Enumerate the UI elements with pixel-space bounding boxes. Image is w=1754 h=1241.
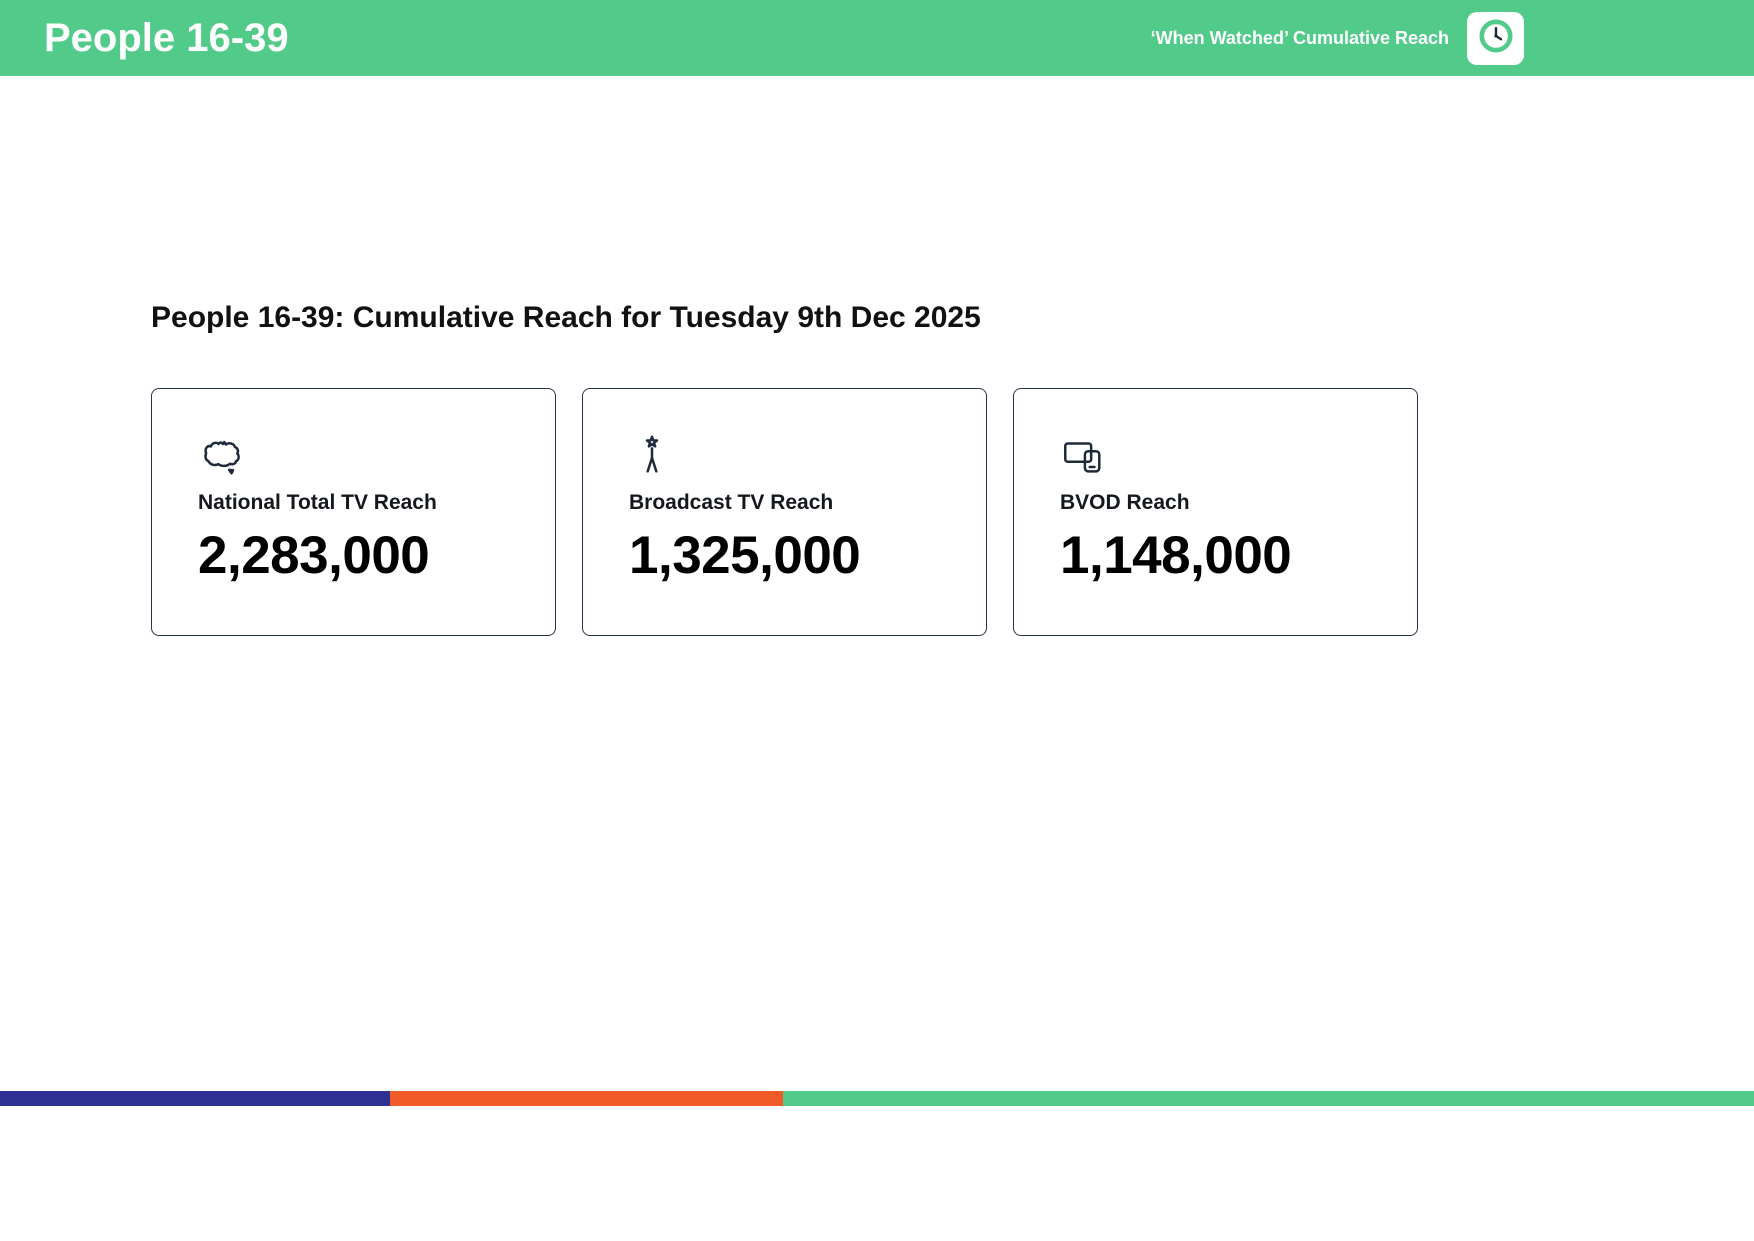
kpi-label: Broadcast TV Reach [629,491,834,514]
australia-map-icon [198,433,509,479]
kpi-cards-row: National Total TV Reach 2,283,000 Broadc… [151,388,1603,636]
kpi-value: 2,283,000 [198,526,430,585]
header-right-group: ‘When Watched’ Cumulative Reach [1150,11,1524,65]
kpi-card-national-total-tv: National Total TV Reach 2,283,000 [151,388,556,636]
kpi-card-bvod: BVOD Reach 1,148,000 [1013,388,1418,636]
kpi-label: National Total TV Reach [198,491,437,514]
kpi-value: 1,148,000 [1060,526,1292,585]
main-content: People 16-39: Cumulative Reach for Tuesd… [0,76,1754,636]
broadcast-tower-icon [629,433,940,479]
page-title: People 16-39 [44,16,289,60]
kpi-card-broadcast-tv: Broadcast TV Reach 1,325,000 [582,388,987,636]
header-bar: People 16-39 ‘When Watched’ Cumulative R… [0,0,1754,76]
footer-color-bar [0,1091,1754,1106]
header-subtitle: ‘When Watched’ Cumulative Reach [1150,27,1449,48]
report-heading: People 16-39: Cumulative Reach for Tuesd… [151,301,981,334]
tv-devices-icon [1060,433,1371,479]
kpi-label: BVOD Reach [1060,491,1190,514]
kpi-value: 1,325,000 [629,526,861,585]
footer-navy-segment [0,1091,391,1106]
clock-icon [1474,14,1518,63]
clock-logo [1467,11,1524,65]
footer-orange-segment [390,1091,784,1106]
footer-green-segment [783,1091,1754,1106]
